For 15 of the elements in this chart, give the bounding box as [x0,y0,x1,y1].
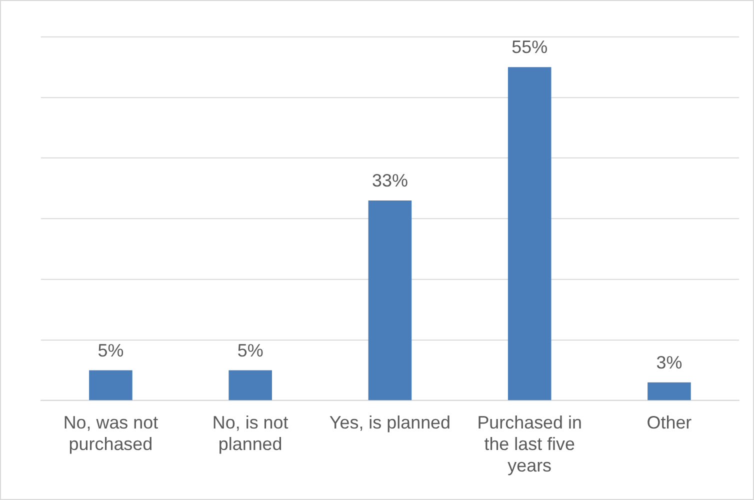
data-label: 55% [512,37,548,58]
x-tick-label: Yes, is planned [329,412,451,432]
x-tick-label: No, was not purchased [63,412,158,454]
bar [508,67,552,400]
bar [648,382,691,400]
x-tick-label: No, is not planned [212,412,288,454]
data-label: 5% [98,340,124,360]
data-label: 3% [656,352,682,372]
data-label: 5% [237,340,264,360]
bar [368,200,412,400]
data-label: 33% [372,170,408,191]
bar [228,370,272,400]
x-tick-label: Purchased in the last five years [477,412,582,476]
x-tick-label: Other [646,412,692,432]
bar [89,370,132,400]
